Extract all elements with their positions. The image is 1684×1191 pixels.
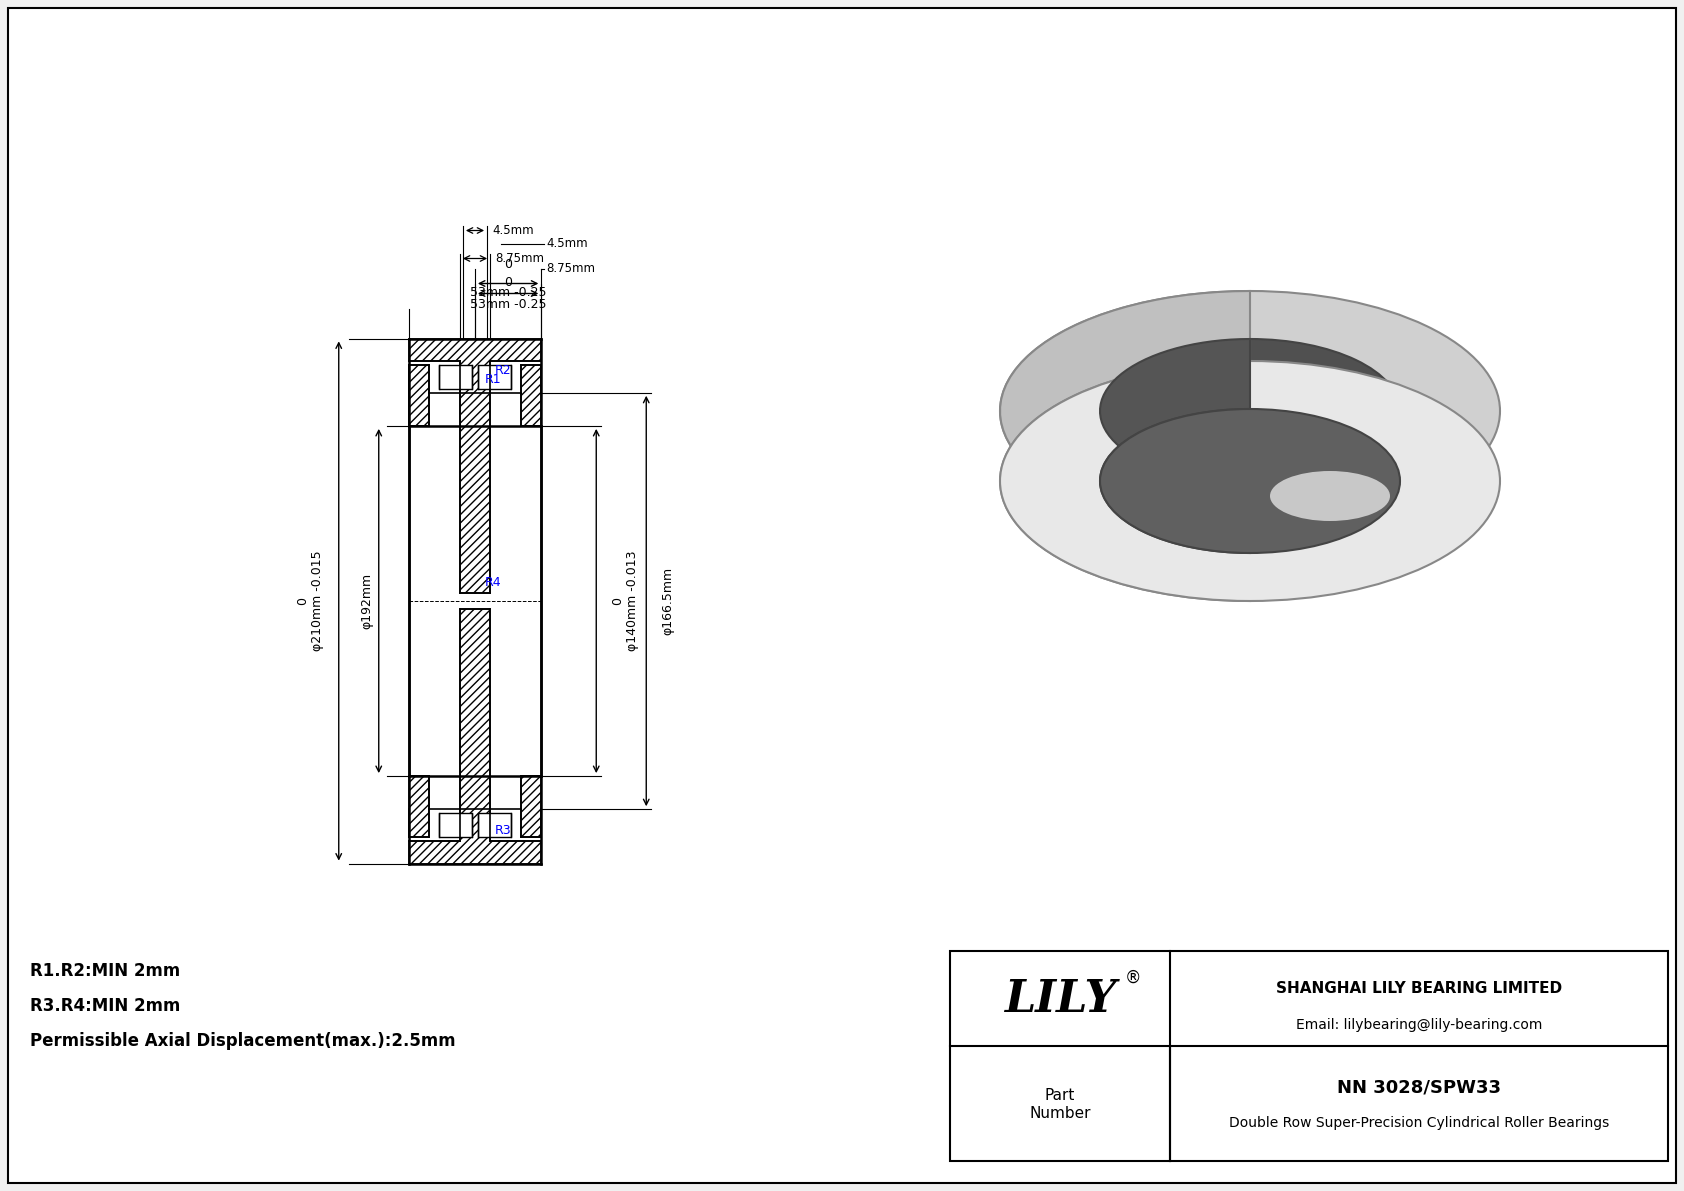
Polygon shape [409, 777, 429, 837]
Polygon shape [522, 777, 541, 837]
Text: R3.R4:MIN 2mm: R3.R4:MIN 2mm [30, 997, 180, 1015]
Text: 4.5mm: 4.5mm [546, 237, 588, 250]
Text: 4.5mm: 4.5mm [492, 224, 534, 237]
Text: 53mm -0.25: 53mm -0.25 [470, 299, 546, 312]
Polygon shape [478, 364, 512, 389]
Text: Double Row Super-Precision Cylindrical Roller Bearings: Double Row Super-Precision Cylindrical R… [1229, 1116, 1610, 1130]
Polygon shape [478, 813, 512, 837]
Polygon shape [409, 338, 541, 593]
Text: φ192mm: φ192mm [360, 573, 374, 629]
Text: NN 3028/SPW33: NN 3028/SPW33 [1337, 1079, 1500, 1097]
Text: 0
φ210mm -0.015: 0 φ210mm -0.015 [296, 550, 323, 651]
Text: 0
φ140mm -0.013: 0 φ140mm -0.013 [611, 550, 640, 651]
Text: R2: R2 [495, 364, 512, 378]
Text: 0: 0 [504, 258, 512, 272]
Bar [950, 950, 1667, 1161]
Text: SHANGHAI LILY BEARING LIMITED: SHANGHAI LILY BEARING LIMITED [1276, 981, 1563, 997]
Ellipse shape [1000, 291, 1500, 531]
Polygon shape [409, 364, 429, 426]
Polygon shape [438, 364, 472, 389]
Text: Permissible Axial Displacement(max.):2.5mm: Permissible Axial Displacement(max.):2.5… [30, 1031, 456, 1050]
Ellipse shape [1100, 409, 1399, 553]
Text: R1.R2:MIN 2mm: R1.R2:MIN 2mm [30, 962, 180, 980]
Polygon shape [438, 813, 472, 837]
Text: 8.75mm: 8.75mm [546, 262, 594, 275]
Ellipse shape [1270, 470, 1389, 520]
Polygon shape [409, 609, 541, 863]
Text: R1: R1 [485, 373, 502, 386]
Text: LILY: LILY [1004, 978, 1116, 1021]
Text: R4: R4 [485, 576, 502, 590]
Ellipse shape [1000, 361, 1500, 601]
Text: 8.75mm: 8.75mm [495, 252, 544, 266]
Text: 0: 0 [504, 275, 512, 288]
Text: R3: R3 [495, 824, 512, 837]
PathPatch shape [1100, 339, 1250, 553]
Text: Part
Number: Part Number [1029, 1089, 1091, 1121]
Ellipse shape [1100, 339, 1399, 484]
PathPatch shape [1000, 291, 1250, 601]
Text: φ166.5mm: φ166.5mm [662, 567, 674, 635]
Text: 53mm -0.25: 53mm -0.25 [470, 286, 546, 299]
Text: Email: lilybearing@lily-bearing.com: Email: lilybearing@lily-bearing.com [1295, 1017, 1543, 1031]
Text: ®: ® [1125, 968, 1142, 986]
Polygon shape [522, 364, 541, 426]
